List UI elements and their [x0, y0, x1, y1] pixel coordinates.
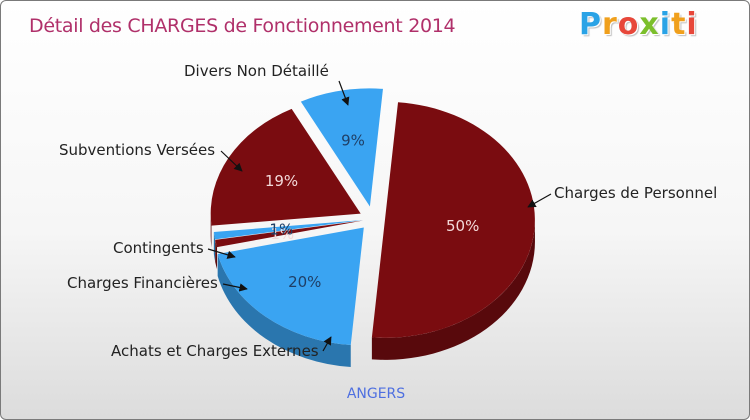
pie-slice[interactable] [213, 220, 364, 240]
pie-slice-side [217, 253, 351, 368]
chart-caption: ANGERS [346, 386, 406, 402]
pie-slice[interactable] [300, 88, 383, 207]
slice-percent-label: 20% [288, 273, 321, 291]
slice-percent-label: 1% [269, 221, 293, 239]
logo-letter: r [602, 7, 618, 42]
slice-percent-label: 9% [341, 131, 365, 149]
proxiti-logo[interactable]: Proxiti [579, 7, 698, 42]
pie-slice[interactable] [371, 102, 535, 338]
logo-letter: o [617, 7, 640, 42]
logo-letter: t [671, 7, 687, 42]
slice-percent-label: 50% [446, 217, 479, 235]
pie-slice-side [371, 219, 535, 360]
leader-arrow [222, 283, 248, 292]
pie-slice-side [215, 239, 218, 270]
leader-arrow [322, 336, 332, 352]
leader-arrow [527, 193, 552, 208]
pie-slice-side [213, 231, 216, 262]
leader-arrow [220, 150, 243, 172]
leader-arrow [338, 80, 350, 106]
chart-title: Détail des CHARGES de Fonctionnement 201… [29, 15, 456, 37]
slice-percent-label: 1% [270, 225, 294, 243]
slice-category-label: Contingents [113, 239, 204, 257]
slice-category-label: Achats et Charges Externes [111, 342, 319, 360]
pie-sides [210, 213, 535, 368]
leader-arrow [207, 248, 236, 259]
pie-slice[interactable] [210, 108, 361, 226]
logo-letter: P [579, 7, 602, 42]
slice-category-label: Charges de Personnel [554, 184, 717, 202]
slice-category-label: Subventions Versées [59, 141, 215, 159]
slice-category-label: Charges Financières [67, 274, 218, 292]
pie-slice[interactable] [215, 220, 364, 248]
slice-percent-label: 19% [265, 172, 298, 190]
logo-letter: i [659, 7, 672, 42]
pie-slice-side [210, 213, 212, 248]
pie-slice[interactable] [217, 227, 364, 346]
logo-letter: x [639, 7, 660, 42]
slice-category-label: Divers Non Détaillé [184, 62, 329, 80]
logo-letter: i [686, 7, 698, 42]
